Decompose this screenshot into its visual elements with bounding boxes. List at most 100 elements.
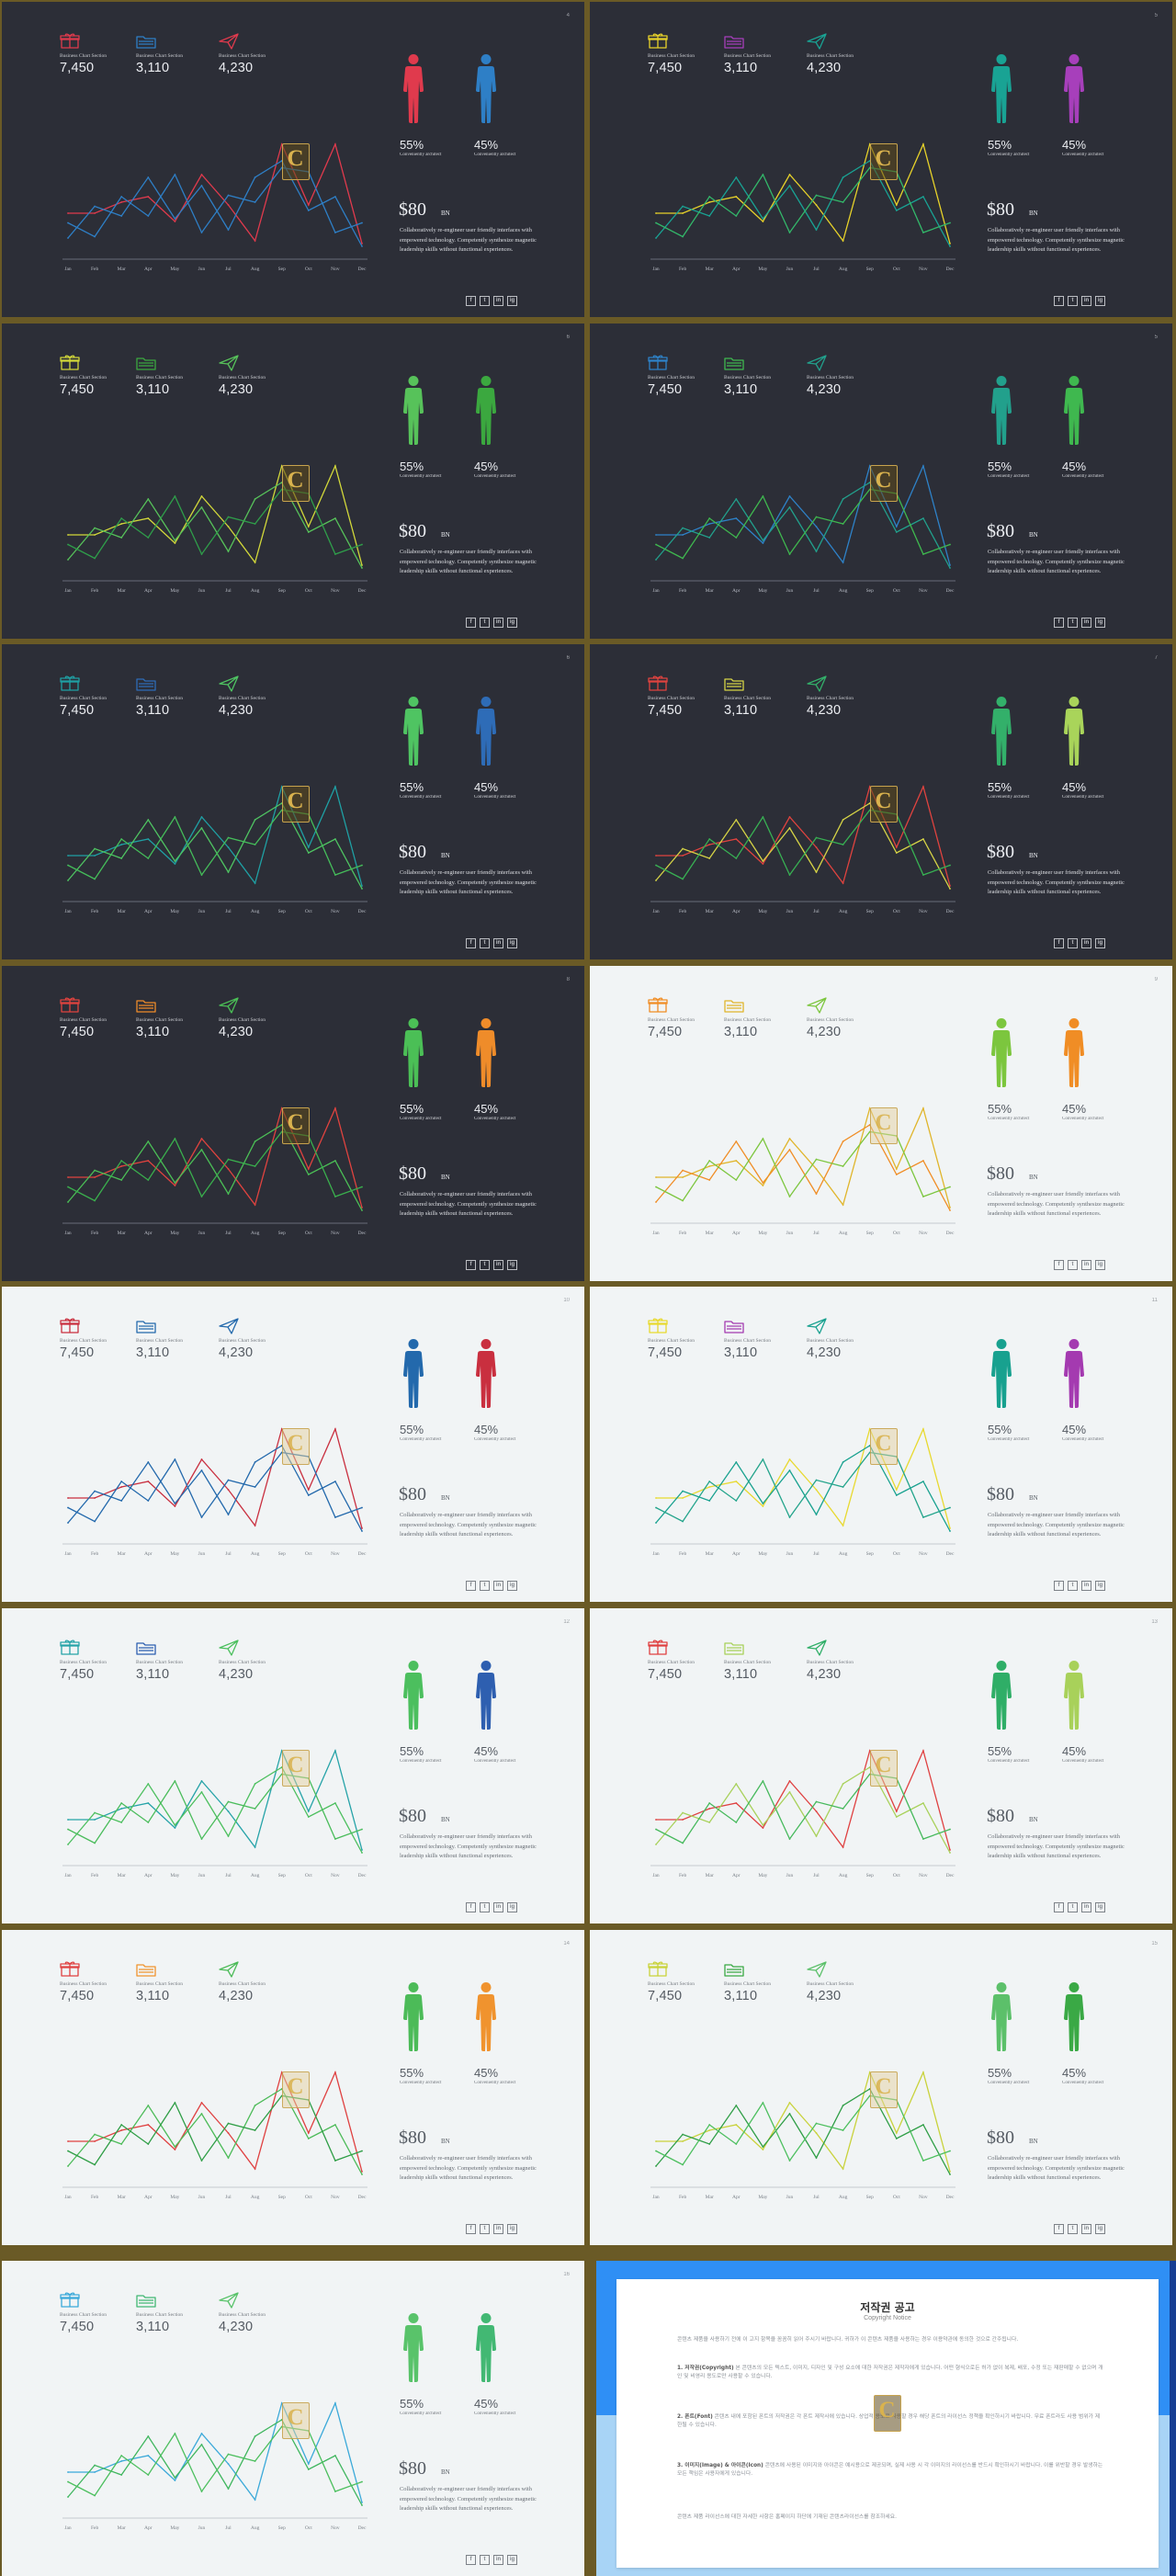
series-line-2 xyxy=(655,160,951,247)
series-3-point xyxy=(762,495,764,497)
twitter-icon[interactable]: t xyxy=(1068,1260,1078,1270)
series-3-point xyxy=(682,2163,684,2166)
series-1-point xyxy=(815,526,818,528)
stat-label: Business Chart Section xyxy=(648,53,695,59)
linkedin-icon[interactable]: in xyxy=(493,2555,503,2565)
instagram-icon[interactable]: ig xyxy=(1095,938,1105,948)
x-tick-label: May xyxy=(758,588,767,594)
x-tick-label: Aug xyxy=(839,909,848,914)
facebook-icon[interactable]: f xyxy=(1054,938,1064,948)
series-1-point xyxy=(682,1497,684,1499)
twitter-icon[interactable]: t xyxy=(480,1902,490,1912)
series-2-point xyxy=(788,2113,791,2115)
folder-icon xyxy=(724,33,744,50)
series-2-point xyxy=(334,196,336,198)
x-tick-label: Feb xyxy=(91,2195,99,2200)
linkedin-icon[interactable]: in xyxy=(1081,2224,1091,2234)
facebook-icon[interactable]: f xyxy=(466,1260,476,1270)
linkedin-icon[interactable]: in xyxy=(493,1902,503,1912)
instagram-icon[interactable]: ig xyxy=(507,296,517,306)
twitter-icon[interactable]: t xyxy=(480,2555,490,2565)
series-1-point xyxy=(120,1808,123,1810)
instagram-icon[interactable]: ig xyxy=(507,1581,517,1591)
twitter-icon[interactable]: t xyxy=(480,1581,490,1591)
series-2-point xyxy=(120,1500,123,1502)
folder-icon xyxy=(136,1318,156,1334)
linkedin-icon[interactable]: in xyxy=(493,1581,503,1591)
instagram-icon[interactable]: ig xyxy=(507,1902,517,1912)
instagram-icon[interactable]: ig xyxy=(1095,1260,1105,1270)
twitter-icon[interactable]: t xyxy=(480,2224,490,2234)
linkedin-icon[interactable]: in xyxy=(493,1260,503,1270)
instagram-icon[interactable]: ig xyxy=(507,2555,517,2565)
series-3-point xyxy=(200,2160,203,2162)
gift-box-icon xyxy=(60,1318,80,1334)
twitter-icon[interactable]: t xyxy=(1068,1581,1078,1591)
price-unit: BN xyxy=(1029,531,1038,539)
instagram-icon[interactable]: ig xyxy=(1095,1581,1105,1591)
series-3-point xyxy=(655,2150,657,2152)
linkedin-icon[interactable]: in xyxy=(1081,618,1091,628)
social-glyph: ig xyxy=(1097,298,1103,303)
stat-value: 4,230 xyxy=(219,1667,254,1682)
linkedin-icon[interactable]: in xyxy=(1081,296,1091,306)
twitter-icon[interactable]: t xyxy=(1068,2224,1078,2234)
instagram-icon[interactable]: ig xyxy=(1095,1902,1105,1912)
facebook-icon[interactable]: f xyxy=(466,2555,476,2565)
instagram-icon[interactable]: ig xyxy=(1095,2224,1105,2234)
stat-block: Business Chart Section 4,230 xyxy=(807,1318,882,1360)
twitter-icon[interactable]: t xyxy=(480,618,490,628)
twitter-icon[interactable]: t xyxy=(1068,618,1078,628)
percent-caption: Conveniently architect xyxy=(474,2081,516,2085)
series-3-point xyxy=(120,1802,123,1804)
instagram-icon[interactable]: ig xyxy=(507,938,517,948)
facebook-icon[interactable]: f xyxy=(1054,1581,1064,1591)
facebook-icon[interactable]: f xyxy=(466,1581,476,1591)
series-2-point xyxy=(815,229,818,231)
twitter-icon[interactable]: t xyxy=(1068,296,1078,306)
facebook-icon[interactable]: f xyxy=(1054,2224,1064,2234)
facebook-icon[interactable]: f xyxy=(466,938,476,948)
instagram-icon[interactable]: ig xyxy=(507,618,517,628)
stat-label: Business Chart Section xyxy=(648,1660,695,1665)
linkedin-icon[interactable]: in xyxy=(493,938,503,948)
facebook-icon[interactable]: f xyxy=(466,2224,476,2234)
linkedin-icon[interactable]: in xyxy=(1081,938,1091,948)
folder-icon xyxy=(136,33,156,50)
instagram-icon[interactable]: ig xyxy=(507,1260,517,1270)
twitter-icon[interactable]: t xyxy=(1068,938,1078,948)
twitter-icon[interactable]: t xyxy=(480,938,490,948)
stat-value: 4,230 xyxy=(807,1025,842,1039)
twitter-icon[interactable]: t xyxy=(480,296,490,306)
facebook-icon[interactable]: f xyxy=(1054,1902,1064,1912)
linkedin-icon[interactable]: in xyxy=(493,2224,503,2234)
series-1-point xyxy=(200,1458,203,1460)
percent-caption: Conveniently architect xyxy=(1062,1437,1104,1442)
facebook-icon[interactable]: f xyxy=(1054,618,1064,628)
facebook-icon[interactable]: f xyxy=(466,296,476,306)
instagram-icon[interactable]: ig xyxy=(507,2224,517,2234)
instagram-icon[interactable]: ig xyxy=(1095,296,1105,306)
linkedin-icon[interactable]: in xyxy=(1081,1260,1091,1270)
gift-box-icon xyxy=(648,355,668,371)
linkedin-icon[interactable]: in xyxy=(1081,1902,1091,1912)
x-tick-label: Jul xyxy=(225,1873,232,1878)
description-text: Collaboratively re-engineer user friendl… xyxy=(988,549,1125,574)
series-1-point xyxy=(655,1819,657,1821)
series-1-point xyxy=(788,816,791,818)
linkedin-icon[interactable]: in xyxy=(493,296,503,306)
twitter-icon[interactable]: t xyxy=(480,1260,490,1270)
series-1-point xyxy=(655,212,657,214)
series-3-point xyxy=(735,215,738,217)
series-3-point xyxy=(682,557,684,560)
instagram-icon[interactable]: ig xyxy=(1095,618,1105,628)
series-1-point xyxy=(307,1489,310,1491)
facebook-icon[interactable]: f xyxy=(466,1902,476,1912)
facebook-icon[interactable]: f xyxy=(1054,1260,1064,1270)
linkedin-icon[interactable]: in xyxy=(1081,1581,1091,1591)
stat-label: Business Chart Section xyxy=(136,696,184,701)
twitter-icon[interactable]: t xyxy=(1068,1902,1078,1912)
facebook-icon[interactable]: f xyxy=(466,618,476,628)
linkedin-icon[interactable]: in xyxy=(493,618,503,628)
facebook-icon[interactable]: f xyxy=(1054,296,1064,306)
